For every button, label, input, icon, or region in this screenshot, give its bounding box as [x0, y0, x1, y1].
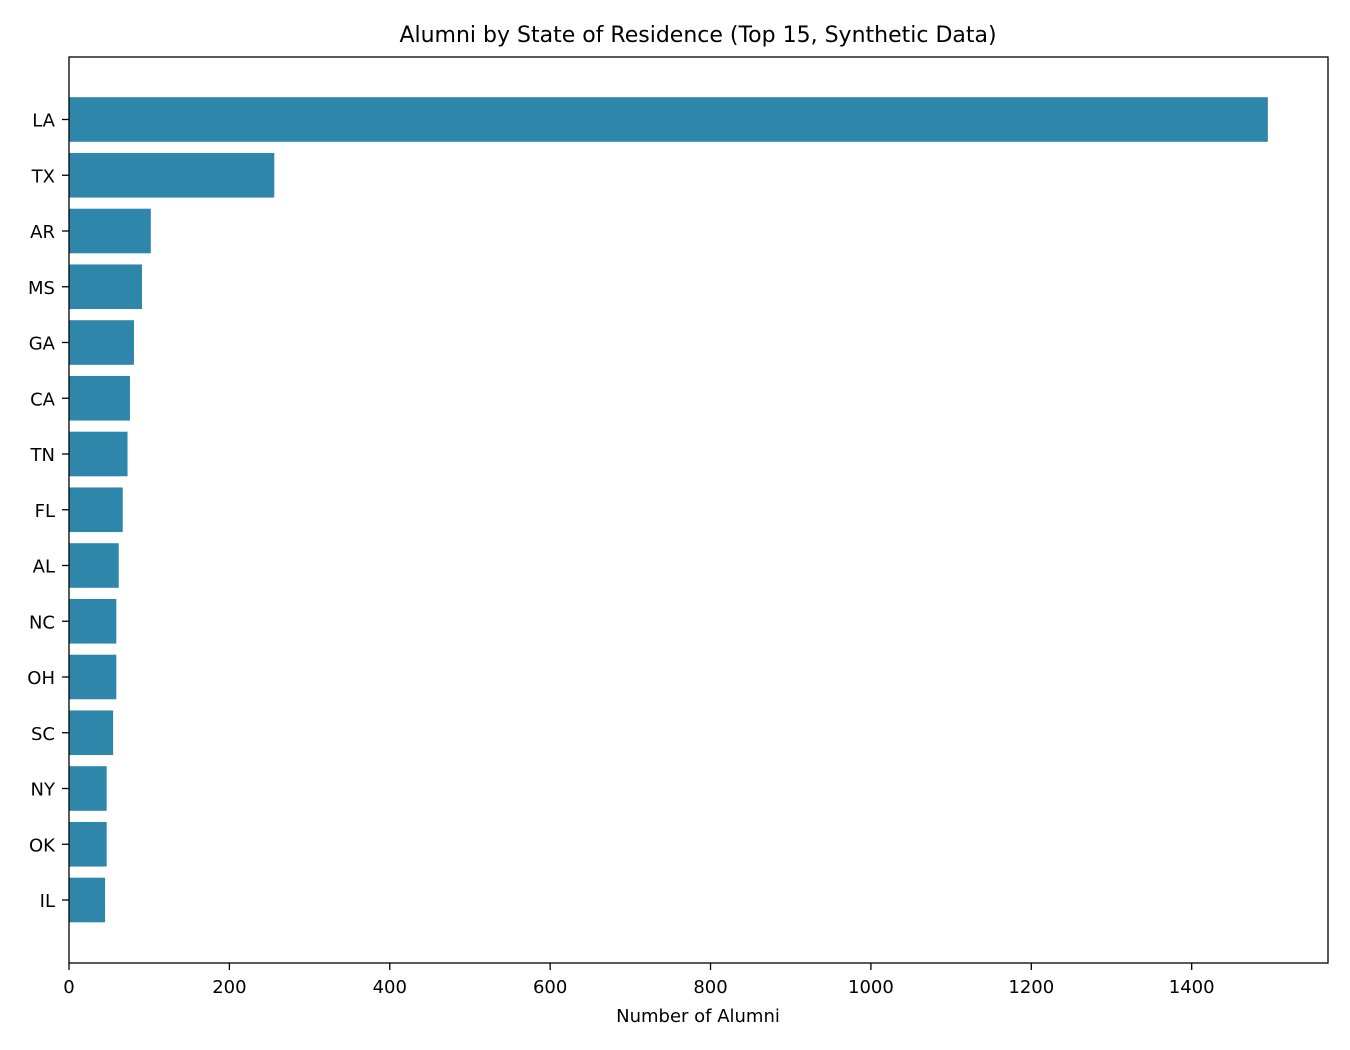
bar-ca — [69, 375, 130, 421]
x-tick-label-0: 0 — [63, 977, 74, 998]
bar-sc — [69, 710, 114, 756]
y-tick-label-fl: FL — [35, 501, 55, 522]
x-axis: 0 200 400 600 800 1000 1200 1400 — [63, 963, 1215, 998]
x-axis-label: Number of Alumni — [616, 1006, 780, 1027]
bar-ar — [69, 208, 151, 254]
y-tick-label-al: AL — [33, 557, 55, 578]
y-tick-label-oh: OH — [27, 668, 55, 689]
x-tick-label-600: 600 — [533, 977, 567, 998]
bar-tx — [69, 152, 275, 198]
bar-nc — [69, 598, 117, 644]
y-axis: LA TX AR MS GA CA TN FL AL NC OH SC NY OK IL — [27, 111, 69, 912]
bar-ok — [69, 821, 107, 867]
bar-al — [69, 543, 119, 588]
x-tick-label-1000: 1000 — [848, 977, 894, 998]
x-tick-label-400: 400 — [373, 977, 407, 998]
bar-il — [69, 877, 106, 923]
chart-title: Alumni by State of Residence (Top 15, Sy… — [399, 23, 996, 48]
y-tick-label-ny: NY — [31, 780, 56, 801]
bar-tn — [69, 431, 128, 477]
y-tick-label-ok: OK — [29, 835, 56, 856]
bar-la — [69, 97, 1268, 142]
x-tick-label-1200: 1200 — [1008, 977, 1054, 998]
x-tick-label-1400: 1400 — [1169, 977, 1215, 998]
y-tick-label-tn: TN — [30, 445, 55, 466]
y-tick-label-ca: CA — [30, 389, 56, 410]
y-tick-label-ga: GA — [29, 334, 56, 355]
bar-fl — [69, 487, 123, 533]
y-tick-label-sc: SC — [31, 724, 55, 745]
x-tick-label-200: 200 — [212, 977, 246, 998]
bars-group — [69, 97, 1268, 923]
y-tick-label-il: IL — [40, 891, 55, 912]
y-tick-label-nc: NC — [29, 612, 55, 633]
bar-ms — [69, 264, 142, 310]
y-tick-label-ar: AR — [30, 222, 55, 243]
y-tick-label-ms: MS — [28, 278, 55, 299]
y-tick-label-tx: TX — [31, 166, 55, 187]
bar-ga — [69, 320, 134, 365]
y-tick-label-la: LA — [32, 111, 55, 132]
x-tick-label-800: 800 — [693, 977, 727, 998]
bar-oh — [69, 654, 117, 700]
bar-ny — [69, 766, 107, 811]
